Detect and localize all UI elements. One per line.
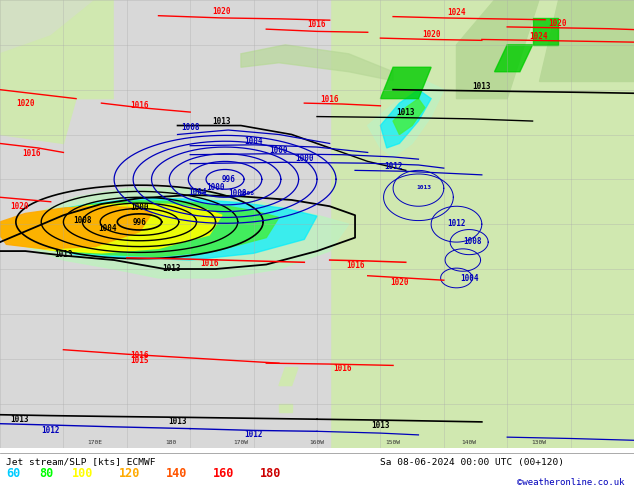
Text: 170W: 170W [233, 440, 249, 445]
Text: 1020: 1020 [390, 278, 409, 287]
Polygon shape [0, 203, 222, 253]
Text: 1024: 1024 [529, 32, 548, 41]
Text: 1004: 1004 [460, 274, 479, 283]
Text: 1012: 1012 [244, 430, 263, 440]
Text: 1020: 1020 [422, 30, 441, 40]
Text: 60: 60 [6, 466, 20, 480]
Text: 1016: 1016 [333, 364, 352, 373]
Polygon shape [114, 0, 330, 448]
Text: 1016: 1016 [320, 95, 339, 104]
Text: 1012: 1012 [447, 219, 466, 228]
Text: 1015: 1015 [130, 356, 149, 365]
Text: 1008: 1008 [181, 123, 200, 132]
Text: 1004: 1004 [188, 188, 207, 197]
Text: 1020: 1020 [212, 7, 231, 16]
Polygon shape [0, 0, 241, 58]
Text: 1013: 1013 [472, 81, 491, 91]
Polygon shape [0, 0, 139, 98]
Polygon shape [0, 206, 152, 249]
Text: 80: 80 [39, 466, 53, 480]
Text: 1013: 1013 [168, 417, 187, 426]
Text: 1013: 1013 [212, 118, 231, 126]
Text: 1013: 1013 [371, 420, 390, 430]
Polygon shape [241, 45, 393, 81]
Text: 1016: 1016 [130, 101, 149, 110]
Text: 1000: 1000 [269, 146, 288, 155]
Text: 1013: 1013 [396, 108, 415, 118]
Text: 1024: 1024 [447, 8, 466, 17]
Polygon shape [368, 81, 444, 157]
Polygon shape [495, 45, 533, 72]
Polygon shape [393, 98, 425, 135]
Text: 170E: 170E [87, 440, 103, 445]
Polygon shape [0, 198, 317, 260]
Text: 1000: 1000 [206, 183, 225, 192]
Text: 1008: 1008 [240, 191, 255, 196]
Text: 1008: 1008 [463, 237, 482, 245]
Text: 150W: 150W [385, 440, 401, 445]
Polygon shape [0, 0, 634, 448]
Polygon shape [317, 0, 634, 448]
Text: 140W: 140W [462, 440, 477, 445]
Text: Jet stream/SLP [kts] ECMWF: Jet stream/SLP [kts] ECMWF [6, 458, 156, 466]
Polygon shape [0, 201, 279, 256]
Text: 1016: 1016 [346, 261, 365, 270]
Polygon shape [279, 404, 292, 413]
Text: 1016: 1016 [200, 259, 219, 268]
Text: 1013: 1013 [162, 264, 181, 272]
Text: 160W: 160W [309, 440, 325, 445]
Text: 1016: 1016 [22, 149, 41, 158]
Text: 1004: 1004 [98, 224, 117, 233]
Text: 120: 120 [119, 466, 141, 480]
Text: 1013: 1013 [10, 415, 29, 424]
Polygon shape [456, 0, 539, 98]
Text: 100: 100 [72, 466, 94, 480]
Text: 1020: 1020 [548, 19, 567, 28]
Polygon shape [533, 18, 558, 45]
Text: 140: 140 [166, 466, 188, 480]
Polygon shape [0, 98, 76, 144]
Polygon shape [539, 0, 634, 81]
Text: 1012: 1012 [384, 162, 403, 171]
Text: 1016: 1016 [130, 350, 149, 360]
Text: 1008: 1008 [73, 216, 92, 225]
Text: 1020: 1020 [10, 202, 29, 211]
Text: 1013: 1013 [54, 250, 73, 259]
Text: 1020: 1020 [16, 98, 35, 108]
Text: 1008: 1008 [228, 189, 247, 198]
Text: 180: 180 [260, 466, 281, 480]
Text: 996: 996 [221, 175, 235, 184]
Text: 1012: 1012 [41, 426, 60, 435]
Text: ©weatheronline.co.uk: ©weatheronline.co.uk [517, 478, 624, 487]
Text: 1000: 1000 [130, 203, 149, 212]
Polygon shape [0, 188, 349, 278]
Polygon shape [380, 90, 431, 148]
Polygon shape [279, 368, 298, 386]
Text: 180: 180 [165, 440, 177, 445]
Text: 1013: 1013 [416, 185, 431, 190]
Text: Sa 08-06-2024 00:00 UTC (00+120): Sa 08-06-2024 00:00 UTC (00+120) [380, 458, 564, 466]
Polygon shape [380, 67, 431, 98]
Text: 1016: 1016 [307, 20, 327, 29]
Text: 1000: 1000 [295, 154, 314, 163]
Text: 996: 996 [133, 218, 146, 227]
Text: 130W: 130W [531, 440, 547, 445]
Text: 1004: 1004 [244, 137, 263, 146]
Text: 160: 160 [213, 466, 235, 480]
